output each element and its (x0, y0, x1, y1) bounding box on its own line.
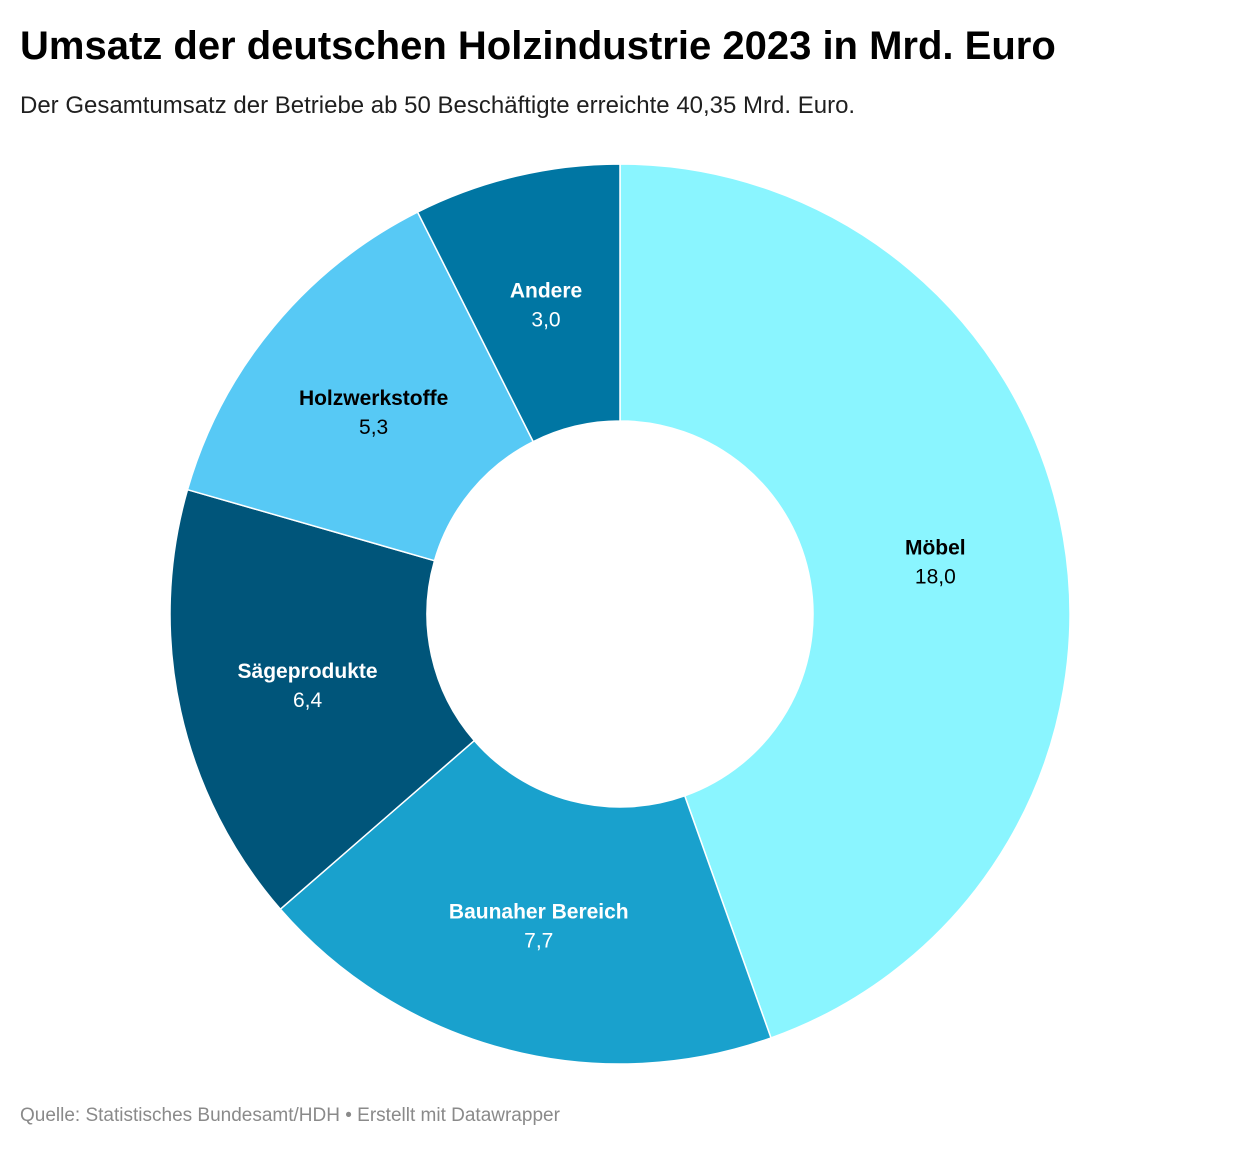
slice-value-baunaher-bereich: 7,7 (524, 930, 553, 953)
slice-value-moebel: 18,0 (915, 566, 956, 589)
slice-holzwerkstoffe (186, 211, 535, 562)
slice-value-saegeprodukte: 6,4 (293, 689, 323, 712)
slice-andere (416, 163, 621, 443)
chart-title: Umsatz der deutschen Holzindustrie 2023 … (20, 24, 1056, 68)
slice-moebel (619, 163, 1071, 1039)
donut-labels: Möbel 18,0 Baunaher Bereich 7,7 Sägeprodukte… (238, 280, 966, 953)
slice-label-holzwerkstoffe: Holzwerkstoffe (299, 387, 448, 410)
source-note: Quelle: Statistisches Bundesamt/HDH • Er… (20, 1105, 560, 1126)
donut-slices (169, 163, 1071, 1065)
slice-label-saegeprodukte: Sägeprodukte (238, 660, 378, 683)
slice-label-andere: Andere (510, 280, 582, 303)
slice-value-holzwerkstoffe: 5,3 (359, 416, 388, 439)
slice-value-andere: 3,0 (531, 309, 560, 332)
slice-baunaher-bereich (279, 739, 772, 1065)
chart-subtitle: Der Gesamtumsatz der Betriebe ab 50 Besc… (20, 92, 856, 119)
slice-label-moebel: Möbel (905, 537, 966, 560)
slice-label-baunaher-bereich: Baunaher Bereich (449, 901, 629, 924)
slice-saegeprodukte (169, 488, 476, 911)
